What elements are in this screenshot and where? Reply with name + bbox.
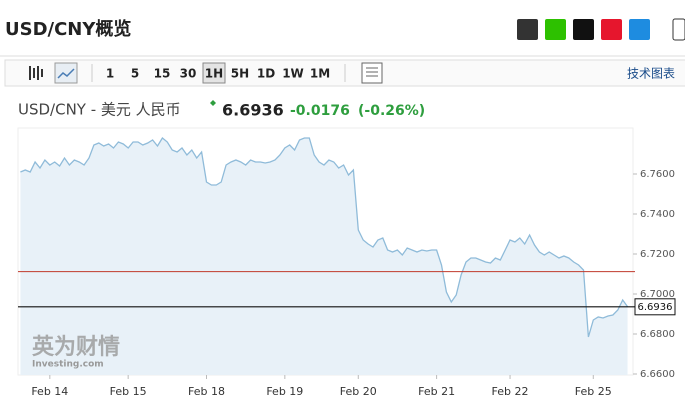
interval-button[interactable]: 5H [231,67,249,81]
interval-button[interactable]: 1D [257,67,275,81]
share-icons [517,18,685,41]
quote-change-pct: (-0.26%) [358,103,425,119]
settings-icon [366,67,378,77]
qq-icon[interactable] [573,19,594,40]
settings-button[interactable] [361,62,383,84]
plot: 6.6600 6.6800 6.7000 6.7200 6.7400 6.7600 Feb … [18,137,676,398]
current-price-label: 6.6936 [638,302,673,313]
interval-button[interactable]: 1W [282,67,304,81]
wechat-icon[interactable] [545,19,566,40]
x-tick-label: Feb 14 [31,385,68,398]
interval-button[interactable]: 1M [310,67,330,81]
technical-link[interactable]: 技术图表 [627,67,675,81]
page-title: USD/CNY概览 [5,18,131,40]
line-icon [57,68,75,79]
x-tick-label: Feb 18 [188,385,225,398]
up-diamond [210,100,216,106]
x-tick-label: Feb 21 [418,385,455,398]
y-tick-label: 6.6800 [640,329,675,340]
interval-button[interactable]: 1 [106,67,114,81]
x-tick-label: Feb 20 [340,385,377,398]
active-interval [202,62,226,84]
line-button[interactable] [54,62,78,84]
x-tick-label: Feb 22 [492,385,529,398]
y-tick-label: 6.7600 [640,169,675,180]
more-icon[interactable] [672,18,685,41]
y-tick-label: 6.7200 [640,249,675,260]
mail-icon[interactable] [517,19,538,40]
interval-button[interactable]: 1H [205,67,223,81]
interval-button[interactable]: 15 [154,67,171,81]
watermark-site: Investing.com [32,360,104,370]
current-price-box [634,298,676,316]
x-tick-label: Feb 15 [110,385,147,398]
price-line [20,137,629,338]
x-tick-label: Feb 25 [575,385,612,398]
quote-name: USD/CNY - 美元 人民币 [18,101,181,119]
y-tick-label: 6.7000 [640,289,675,300]
interval-button[interactable]: 30 [180,67,197,81]
quote-change: -0.0176 [290,103,350,119]
y-tick-label: 6.6600 [640,369,675,380]
candle-button[interactable] [29,66,43,80]
weibo-icon[interactable] [601,19,622,40]
interval-buttons: 1 5 15 30 1H 5H 1D 1W 1M [106,62,330,84]
area-fill [20,138,628,375]
favorite-icon[interactable] [629,19,650,40]
chart-type-buttons [29,62,383,84]
watermark-brand: 英为财情 [32,334,120,360]
y-tick-label: 6.7400 [640,209,675,220]
interval-button[interactable]: 5 [131,67,139,81]
x-tick-label: Feb 19 [266,385,303,398]
quote-price: 6.6936 [222,101,284,120]
